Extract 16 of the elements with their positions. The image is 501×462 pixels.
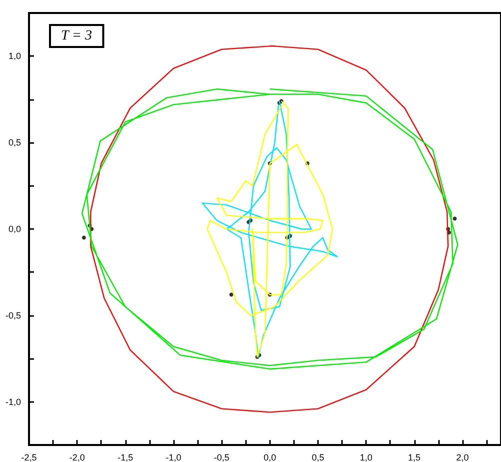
y-tick-label: -1,0 <box>5 396 21 407</box>
y-tick-label: -0,5 <box>5 310 21 320</box>
x-tick-label: 2,0 <box>456 452 469 462</box>
y-tick-label: 1,0 <box>8 51 21 62</box>
y-tick-label: 0,5 <box>8 138 21 148</box>
x-tick-label: 1,0 <box>360 452 372 462</box>
x-tick-label: 1,5 <box>408 452 421 462</box>
y-tick-label: 0,0 <box>8 224 21 234</box>
x-tick-label: -2,0 <box>69 452 85 462</box>
x-tick-label: -2,5 <box>21 452 37 462</box>
x-tick-label: 0,0 <box>264 452 276 462</box>
x-tick-label: -1,5 <box>118 452 134 462</box>
x-tick-label: -1,0 <box>166 452 182 462</box>
annotation: T = 3 <box>61 28 92 44</box>
x-tick-label: -0,5 <box>214 452 230 462</box>
x-tick-label: 0,5 <box>312 452 324 462</box>
